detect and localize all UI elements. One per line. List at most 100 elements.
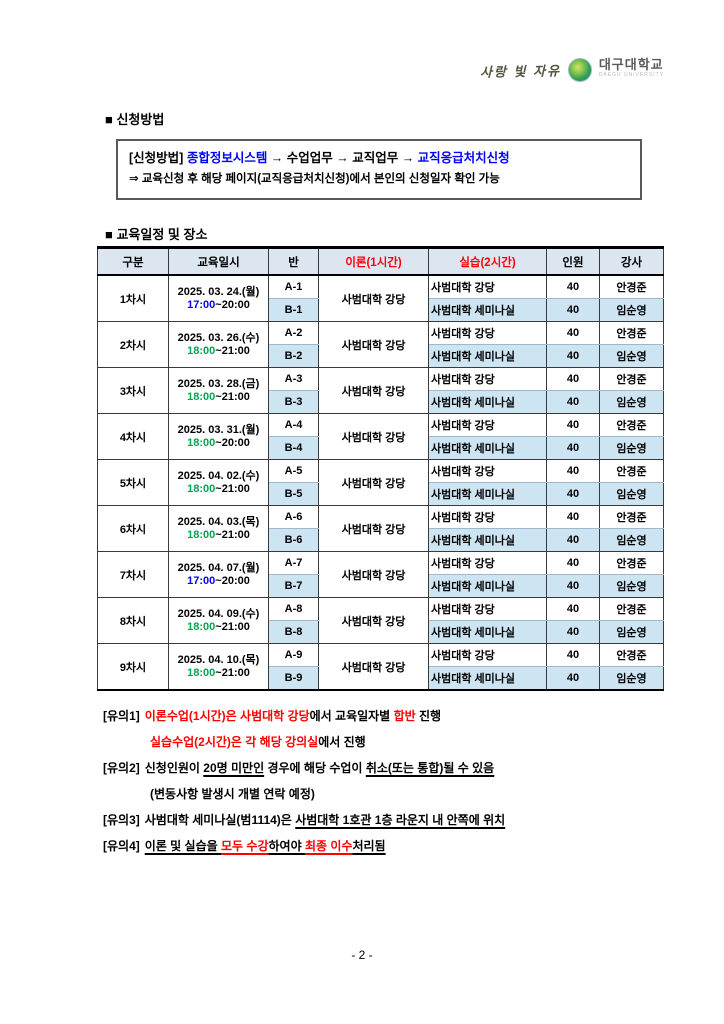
cell-class-b: B-8 [268,620,319,644]
cell-class-a: A-3 [268,367,319,391]
note-line: (변동사항 발생시 개별 연락 예정) [103,786,663,803]
schedule-table: 구분 교육일시 반 이론(1시간) 실습(2시간) 인원 강사 1차시 2025. 03. 2… [97,246,664,691]
cell-practice-room-a: 사범대학 강당 [428,551,547,575]
note-label: [유의2] [103,761,140,775]
cell-practice-room-b: 사범대학 세미나실 [428,528,547,552]
cell-session: 8차시 [97,597,169,644]
university-name: 대구대학교 [598,57,664,72]
date-text: 2025. 04. 02.(수) [177,469,260,482]
cell-class-b: B-4 [268,436,319,460]
cell-theory-room: 사범대학 강당 [318,274,429,322]
column-header: 구분 [97,247,169,276]
cell-count-a: 40 [546,597,600,621]
text-segment: 합반 [393,709,416,723]
text-segment: 취소(또는 통합)될 수 있음 [365,761,495,775]
session-row-b: B-4 사범대학 세미나실 40 임순영 [98,436,664,460]
cell-instructor-b: 임순영 [599,390,664,414]
cell-count-b: 40 [546,574,600,598]
cell-datetime: 2025. 04. 09.(수) 18:00~21:00 [168,597,269,644]
cell-count-b: 40 [546,528,600,552]
cell-practice-room-a: 사범대학 강당 [428,367,547,391]
cell-session: 9차시 [97,643,169,691]
cell-count-b: 40 [546,298,600,322]
university-name-block: 대구대학교 DAEGU UNIVERSITY [598,57,664,81]
time-start: 18:00 [187,390,216,403]
text-segment: 사범대학 1호관 1층 라운지 내 안쪽에 위치 [295,813,506,827]
cell-count-b: 40 [546,344,600,368]
text-segment: 사범대학 세미나실(범1114)은 [144,813,296,827]
cell-class-a: A-1 [268,274,319,299]
cell-instructor-b: 임순영 [599,574,664,598]
cell-theory-room: 사범대학 강당 [318,551,429,598]
university-slogan: 사랑 빛 자유 [479,62,561,80]
cell-instructor-a: 안경준 [599,321,664,345]
time-start: 18:00 [187,482,216,495]
cell-practice-room-b: 사범대학 세미나실 [428,620,547,644]
cell-instructor-b: 임순영 [599,528,664,552]
section-title-schedule: ■ 교육일정 및 장소 [105,227,208,242]
date-text: 2025. 04. 07.(월) [177,561,260,574]
time-end: ~20:00 [215,298,250,311]
time-start: 18:00 [187,620,216,633]
session-row-a: 7차시 2025. 04. 07.(월) 17:00~20:00 A-7 사범대학 강당… [97,551,664,598]
text-segment: 20명 미만인 [203,761,265,775]
cell-instructor-a: 안경준 [599,597,664,621]
time-start: 18:00 [187,666,216,679]
cell-theory-room: 사범대학 강당 [318,367,429,414]
cell-instructor-a: 안경준 [599,274,664,299]
cell-count-a: 40 [546,367,600,391]
cell-count-a: 40 [546,459,600,483]
cell-practice-room-a: 사범대학 강당 [428,321,547,345]
section-title-apply: ■ 신청방법 [105,112,165,127]
text-segment: 교직응급처치신청 [417,151,510,165]
time-text: 17:00~20:00 [171,299,266,312]
column-header: 반 [268,247,319,276]
cell-instructor-a: 안경준 [599,505,664,529]
cell-session: 3차시 [97,367,169,414]
note-label: [유의3] [103,813,140,827]
session-row-a: 6차시 2025. 04. 03.(목) 18:00~21:00 A-6 사범대학 강당… [97,505,664,552]
text-segment: 경우에 해당 수업이 [264,761,366,775]
cell-instructor-a: 안경준 [599,413,664,437]
cell-class-a: A-8 [268,597,319,621]
time-text: 17:00~20:00 [171,575,266,588]
cell-datetime: 2025. 04. 02.(수) 18:00~21:00 [168,459,269,506]
cell-class-b: B-7 [268,574,319,598]
text-segment: 신청인원이 [144,761,204,775]
time-end: ~21:00 [215,344,250,357]
text-segment: [신청방법] [129,151,187,165]
apply-method-box: [신청방법] 종합정보시스템 → 수업업무 → 교직업무 → 교직응급처치신청 … [116,139,642,200]
cell-datetime: 2025. 03. 24.(월) 17:00~20:00 [168,274,269,322]
cell-theory-room: 사범대학 강당 [318,459,429,506]
column-header: 이론(1시간) [318,247,429,276]
date-text: 2025. 03. 28.(금) [177,377,260,390]
cell-count-a: 40 [546,643,600,667]
schedule-table-body: 1차시 2025. 03. 24.(월) 17:00~20:00 A-1 사범대학 강당… [97,274,664,691]
cell-class-a: A-4 [268,413,319,437]
notes-section: [유의1] 이론수업(1시간)은 사범대학 강당에서 교육일자별 합반 진행 실습수… [103,708,663,864]
page-number: - 2 - [351,948,373,962]
column-header: 교육일시 [168,247,269,276]
cell-theory-room: 사범대학 강당 [318,643,429,691]
text-segment: 이론 및 실습을 [144,839,221,853]
note-label: [유의4] [103,839,140,853]
cell-count-b: 40 [546,620,600,644]
cell-instructor-b: 임순영 [599,666,664,691]
cell-class-a: A-5 [268,459,319,483]
cell-instructor-a: 안경준 [599,367,664,391]
cell-datetime: 2025. 03. 26.(수) 18:00~21:00 [168,321,269,368]
cell-session: 6차시 [97,505,169,552]
cell-count-a: 40 [546,274,600,299]
text-segment: 하여야 [268,839,305,853]
cell-class-a: A-2 [268,321,319,345]
cell-class-b: B-9 [268,666,319,691]
cell-instructor-a: 안경준 [599,643,664,667]
cell-instructor-b: 임순영 [599,344,664,368]
time-start: 18:00 [187,344,216,357]
cell-count-b: 40 [546,482,600,506]
session-row-a: 2차시 2025. 03. 26.(수) 18:00~21:00 A-2 사범대학 강당… [97,321,664,368]
cell-instructor-a: 안경준 [599,551,664,575]
cell-datetime: 2025. 04. 07.(월) 17:00~20:00 [168,551,269,598]
session-row-a: 3차시 2025. 03. 28.(금) 18:00~21:00 A-3 사범대학 강당… [97,367,664,414]
